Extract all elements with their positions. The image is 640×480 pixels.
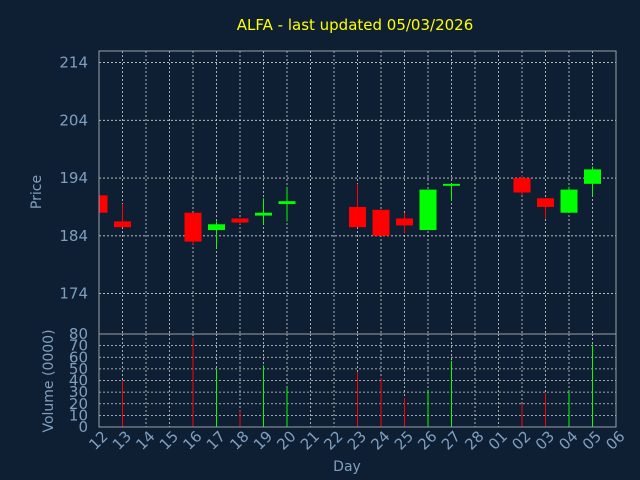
day-tick-label: 13: [109, 427, 135, 453]
candle-body: [184, 212, 202, 242]
day-tick-label: 14: [132, 427, 158, 453]
day-tick-label: 18: [226, 427, 252, 453]
candle-body: [584, 169, 601, 184]
candle-body: [443, 183, 460, 186]
price-axis-label: Price: [29, 175, 45, 209]
volume-tick-label: 0: [78, 418, 88, 436]
price-tick-label: 174: [59, 285, 88, 303]
candle-body: [396, 218, 413, 226]
volume-tick-label: 50: [69, 360, 88, 378]
volume-tick-label: 30: [69, 383, 88, 401]
price-tick-label: 204: [59, 111, 88, 129]
candle-body: [208, 224, 225, 231]
day-tick-label: 01: [485, 427, 511, 453]
day-tick-label: 19: [250, 427, 276, 453]
day-tick-labels: 1213141516171819202122232425262728010203…: [85, 427, 628, 453]
day-tick-label: 22: [320, 427, 346, 453]
volume-tick-label: 20: [69, 395, 88, 413]
volume-tick-label: 10: [69, 406, 88, 424]
candle-body: [349, 206, 366, 228]
price-tick-label: 184: [59, 227, 88, 245]
candle-body: [231, 218, 249, 223]
chart-title: ALFA - last updated 05/03/2026: [237, 16, 474, 34]
day-tick-label: 16: [179, 427, 205, 453]
candle-body: [114, 221, 131, 228]
day-tick-label: 12: [85, 427, 111, 453]
candle-body: [99, 195, 108, 213]
candle-body: [537, 198, 554, 207]
candle-body: [560, 189, 578, 213]
volume-tick-label: 60: [69, 348, 88, 366]
price-candles: [98, 166, 601, 248]
volume-bars: [122, 337, 593, 427]
day-tick-label: 02: [508, 427, 534, 453]
day-tick-label: 15: [156, 427, 182, 453]
volume-tick-label: 70: [69, 337, 88, 355]
volume-panel-frame: [98, 333, 617, 428]
candle-body: [278, 201, 296, 205]
price-tick-label: 194: [59, 169, 88, 187]
day-tick-label: 26: [414, 427, 440, 453]
volume-tick-label: 40: [69, 372, 88, 390]
price-tick-label: 214: [59, 54, 88, 72]
candle-body: [372, 209, 390, 236]
day-tick-label: 27: [438, 427, 464, 453]
day-tick-label: 03: [532, 427, 558, 453]
day-tick-label: 17: [203, 427, 229, 453]
candle-body: [513, 178, 531, 193]
day-tick-label: 28: [461, 427, 487, 453]
day-tick-label: 23: [344, 427, 370, 453]
day-tick-label: 21: [297, 427, 323, 453]
day-tick-label: 24: [367, 427, 393, 453]
candle-body: [419, 189, 437, 231]
day-tick-label: 05: [579, 427, 605, 453]
candle-body: [255, 212, 272, 216]
day-tick-label: 25: [391, 427, 417, 453]
day-tick-label: 04: [555, 427, 581, 453]
day-tick-label: 20: [273, 427, 299, 453]
x-axis-label: Day: [333, 459, 361, 475]
price-tick-labels: 174 184 194 204 214: [59, 54, 88, 303]
volume-tick-label: 80: [69, 325, 88, 343]
volume-axis-label: Volume (0000): [41, 329, 57, 432]
day-tick-label: 06: [602, 427, 628, 453]
